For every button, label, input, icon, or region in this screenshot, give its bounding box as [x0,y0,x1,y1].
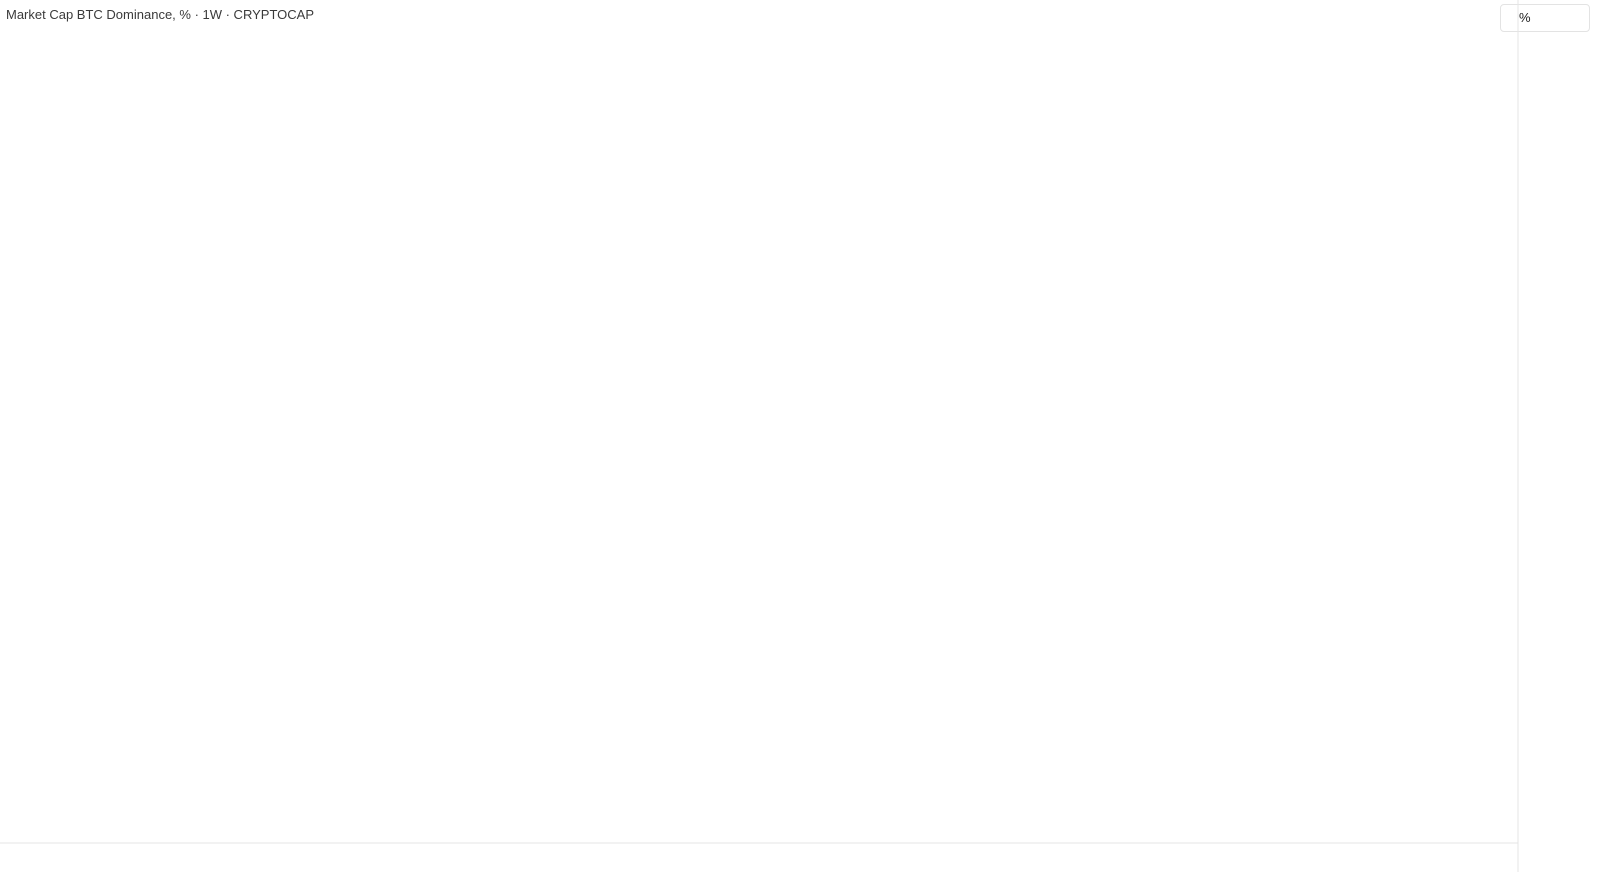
chart-title: Market Cap BTC Dominance, % · 1W · CRYPT… [6,7,314,22]
unit-menu-button[interactable]: % [1500,4,1590,32]
unit-label: % [1519,10,1531,25]
